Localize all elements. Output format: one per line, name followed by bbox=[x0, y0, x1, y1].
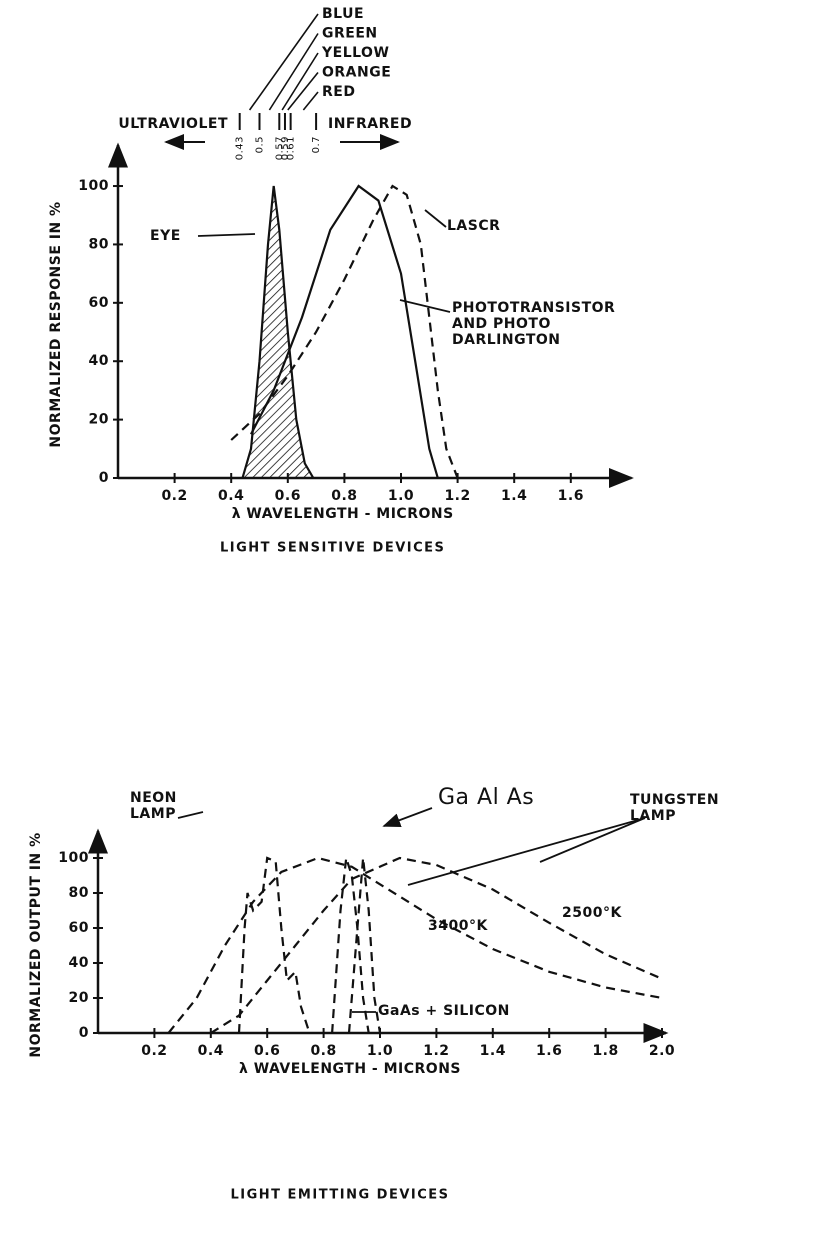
y-tick-label: 20 bbox=[89, 412, 109, 428]
spectrum-edge-label: 0.57 bbox=[274, 136, 285, 160]
series-label: LASCR bbox=[447, 218, 501, 234]
x-tick-label: 1.4 bbox=[501, 488, 527, 504]
spectrum-band-label: GREEN bbox=[322, 26, 378, 42]
spectrum-edge-label: 0.7 bbox=[311, 136, 322, 153]
series-label: 2500°K bbox=[562, 905, 622, 921]
x-tick-label: 0.2 bbox=[161, 488, 187, 504]
spectrum-band-label: ORANGE bbox=[322, 65, 391, 81]
series-line bbox=[331, 857, 370, 1034]
series-area bbox=[242, 186, 314, 478]
leader-line bbox=[197, 233, 256, 237]
series-label: PHOTOTRANSISTOR AND PHOTO DARLINGTON bbox=[452, 300, 616, 348]
spectrum-edge-label: 0.59 bbox=[280, 136, 291, 160]
x-axis-label: λ WAVELENGTH - MICRONS bbox=[239, 1061, 461, 1077]
y-tick-label: 80 bbox=[69, 885, 89, 901]
leader-line bbox=[248, 13, 319, 111]
y-tick-label: 80 bbox=[89, 236, 109, 252]
x-tick-label: 2.0 bbox=[649, 1043, 675, 1059]
y-tick-label: 100 bbox=[78, 178, 109, 194]
chart-title: LIGHT EMITTING DEVICES bbox=[230, 1188, 449, 1203]
leader-line bbox=[177, 811, 204, 819]
leader-line bbox=[382, 807, 433, 828]
y-tick-label: 20 bbox=[69, 990, 89, 1006]
y-tick-label: 40 bbox=[89, 353, 109, 369]
y-tick-label: 60 bbox=[89, 295, 109, 311]
x-tick-label: 0.6 bbox=[254, 1043, 280, 1059]
leader-line bbox=[407, 817, 646, 886]
leader-line bbox=[424, 209, 447, 228]
series-label: NEON LAMP bbox=[130, 790, 177, 822]
leader-line bbox=[268, 33, 319, 111]
x-tick-label: 0.2 bbox=[141, 1043, 167, 1059]
annotation: TUNGSTEN LAMP bbox=[630, 792, 720, 824]
leader-line bbox=[539, 817, 646, 863]
spectrum-left-label: ULTRAVIOLET bbox=[118, 116, 228, 132]
series-line bbox=[241, 185, 315, 479]
series-label: EYE bbox=[150, 228, 181, 244]
series-line bbox=[347, 857, 382, 1034]
chart-title: LIGHT SENSITIVE DEVICES bbox=[220, 541, 445, 556]
spectrum-right-label: INFRARED bbox=[328, 116, 412, 132]
y-tick-label: 100 bbox=[58, 850, 89, 866]
series-line bbox=[237, 856, 311, 1034]
leader-line bbox=[302, 91, 319, 111]
y-tick-label: 60 bbox=[69, 920, 89, 936]
y-tick-label: 0 bbox=[79, 1025, 89, 1041]
x-tick-label: 1.6 bbox=[536, 1043, 562, 1059]
y-tick-label: 40 bbox=[69, 955, 89, 971]
x-tick-label: 1.0 bbox=[367, 1043, 393, 1059]
spectrum-edge-label: 0.61 bbox=[286, 136, 297, 160]
series-line bbox=[210, 856, 663, 1034]
y-axis-label: NORMALIZED OUTPUT IN % bbox=[28, 832, 44, 1057]
series-label: GaAs + SILICON bbox=[378, 1003, 510, 1019]
x-tick-label: 1.8 bbox=[592, 1043, 618, 1059]
y-tick-label: 0 bbox=[99, 470, 109, 486]
series-label: 3400°K bbox=[428, 918, 488, 934]
leader-line bbox=[287, 71, 319, 111]
x-tick-label: 0.8 bbox=[331, 488, 357, 504]
leader-line bbox=[399, 299, 451, 313]
spectrum-band-label: BLUE bbox=[322, 6, 364, 22]
x-axis-label: λ WAVELENGTH - MICRONS bbox=[232, 506, 454, 522]
x-tick-label: 0.4 bbox=[198, 1043, 224, 1059]
series-line bbox=[167, 856, 663, 1034]
spectrum-band-label: RED bbox=[322, 84, 355, 100]
leader-line bbox=[281, 52, 319, 111]
x-tick-label: 1.2 bbox=[444, 488, 470, 504]
x-tick-label: 0.8 bbox=[310, 1043, 336, 1059]
series-line bbox=[230, 184, 459, 479]
x-tick-label: 1.2 bbox=[423, 1043, 449, 1059]
spectrum-band-label: YELLOW bbox=[321, 45, 389, 61]
x-tick-label: 0.4 bbox=[218, 488, 244, 504]
spectrum-edge-label: 0.5 bbox=[255, 136, 266, 153]
series-label: Ga Al As bbox=[438, 785, 535, 810]
series-line bbox=[250, 184, 439, 479]
x-tick-label: 0.6 bbox=[275, 488, 301, 504]
y-axis-label: NORMALIZED RESPONSE IN % bbox=[48, 201, 64, 447]
x-tick-label: 1.0 bbox=[388, 488, 414, 504]
x-tick-label: 1.4 bbox=[480, 1043, 506, 1059]
x-tick-label: 1.6 bbox=[558, 488, 584, 504]
spectrum-edge-label: 0.43 bbox=[235, 136, 246, 160]
